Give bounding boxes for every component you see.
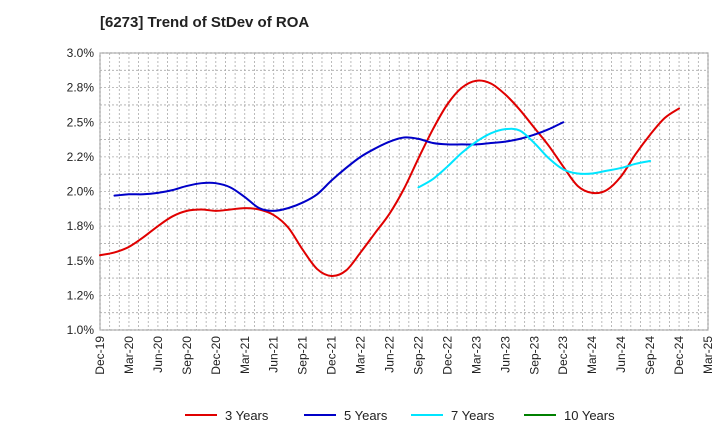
x-tick-label: Mar-21 (238, 336, 252, 374)
x-tick-label: Jun-20 (151, 336, 165, 373)
y-axis: 1.0% 1.2% 1.5% 1.8% 2.0% 2.2% 2.5% 2.8% 3.0% (67, 46, 95, 337)
chart-title: [6273] Trend of StDev of ROA (100, 14, 310, 31)
y-tick-label: 1.5% (67, 254, 95, 268)
x-axis: Dec-19 Mar-20 Jun-20 Sep-20 Dec-20 Mar-21 Jun-… (93, 336, 715, 375)
legend-label: 7 Years (451, 408, 495, 423)
x-tick-label: Mar-23 (469, 336, 483, 374)
x-tick-label: Jun-21 (267, 336, 281, 373)
legend-label: 5 Years (344, 408, 388, 423)
x-tick-label: Sep-21 (296, 336, 310, 375)
x-tick-label: Jun-24 (614, 336, 628, 373)
y-tick-label: 2.5% (67, 115, 95, 129)
grid-lines (99, 52, 709, 331)
x-tick-label: Sep-24 (643, 336, 657, 375)
x-tick-label: Mar-25 (701, 336, 715, 374)
x-tick-label: Mar-24 (585, 336, 599, 374)
legend-label: 10 Years (564, 408, 615, 423)
x-tick-label: Sep-23 (527, 336, 541, 375)
legend-label: 3 Years (225, 408, 269, 423)
y-tick-label: 2.2% (67, 150, 95, 164)
series-line-5-years (113, 121, 565, 212)
x-tick-label: Dec-20 (209, 336, 223, 375)
series-line-3-years (99, 79, 681, 277)
x-tick-label: Dec-19 (93, 336, 107, 375)
y-tick-label: 2.0% (67, 185, 95, 199)
x-tick-label: Sep-22 (411, 336, 425, 375)
x-tick-label: Sep-20 (180, 336, 194, 375)
series-line-7-years (417, 127, 652, 189)
x-tick-label: Jun-22 (383, 336, 397, 373)
series-lines (99, 79, 681, 277)
legend: 3 Years 5 Years 7 Years 10 Years (185, 408, 615, 423)
x-tick-label: Dec-23 (556, 336, 570, 375)
x-tick-label: Mar-22 (354, 336, 368, 374)
x-tick-label: Mar-20 (122, 336, 136, 374)
y-tick-label: 1.8% (67, 219, 95, 233)
x-tick-label: Dec-24 (672, 336, 686, 375)
x-tick-label: Dec-22 (440, 336, 454, 375)
x-tick-label: Dec-21 (325, 336, 339, 375)
y-tick-label: 3.0% (67, 46, 95, 60)
y-tick-label: 1.0% (67, 323, 95, 337)
y-tick-label: 1.2% (67, 288, 95, 302)
y-tick-label: 2.8% (67, 81, 95, 95)
x-tick-label: Jun-23 (498, 336, 512, 373)
